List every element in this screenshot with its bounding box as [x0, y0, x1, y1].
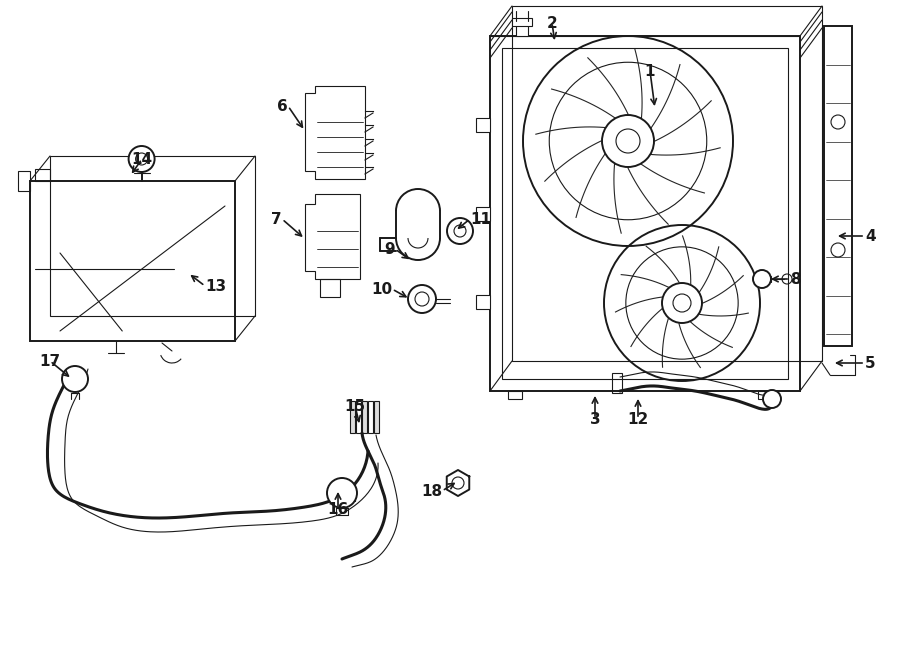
Circle shape — [327, 478, 357, 508]
Circle shape — [662, 283, 702, 323]
Text: 10: 10 — [371, 282, 392, 297]
Text: 11: 11 — [470, 212, 491, 227]
Circle shape — [447, 218, 473, 244]
Circle shape — [602, 115, 654, 167]
Text: 1: 1 — [644, 63, 655, 79]
Text: 8: 8 — [790, 272, 801, 286]
Polygon shape — [476, 118, 490, 132]
Polygon shape — [758, 391, 772, 399]
Text: 7: 7 — [272, 212, 282, 227]
Text: 3: 3 — [590, 412, 600, 426]
Polygon shape — [512, 18, 532, 26]
Text: 5: 5 — [865, 356, 876, 371]
Text: 16: 16 — [328, 502, 348, 516]
Circle shape — [616, 129, 640, 153]
Text: 6: 6 — [277, 98, 288, 114]
Text: 15: 15 — [345, 399, 365, 414]
Polygon shape — [508, 391, 522, 399]
Polygon shape — [362, 401, 367, 433]
Text: 9: 9 — [384, 241, 395, 256]
Circle shape — [763, 390, 781, 408]
Circle shape — [62, 366, 88, 392]
Text: 17: 17 — [40, 354, 60, 368]
Polygon shape — [476, 295, 490, 309]
Text: 2: 2 — [546, 15, 557, 30]
Polygon shape — [374, 401, 379, 433]
Circle shape — [673, 294, 691, 312]
Polygon shape — [476, 206, 490, 221]
Circle shape — [129, 146, 155, 172]
Circle shape — [753, 270, 771, 288]
Text: 14: 14 — [131, 151, 153, 167]
Text: 4: 4 — [865, 229, 876, 243]
Polygon shape — [516, 24, 528, 36]
Text: 18: 18 — [421, 483, 442, 498]
Circle shape — [408, 285, 436, 313]
Text: 12: 12 — [627, 412, 649, 426]
Polygon shape — [350, 401, 355, 433]
Text: 13: 13 — [205, 278, 226, 293]
